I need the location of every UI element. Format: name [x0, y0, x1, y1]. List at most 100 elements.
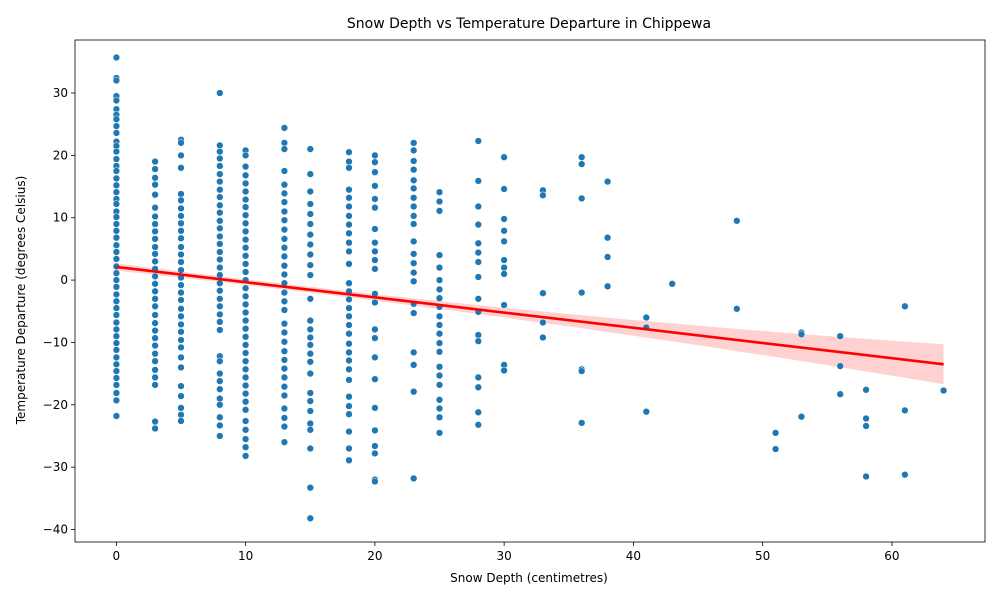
- data-point: [112, 188, 121, 196]
- data-point: [177, 139, 185, 147]
- data-point: [435, 330, 444, 338]
- data-point: [500, 215, 508, 223]
- data-point: [345, 444, 353, 453]
- data-point: [306, 210, 314, 218]
- y-tick-label: −30: [43, 460, 68, 474]
- data-point: [216, 255, 224, 264]
- data-point: [280, 252, 289, 261]
- data-point: [345, 229, 353, 237]
- data-point: [177, 382, 185, 390]
- data-point: [151, 319, 159, 327]
- data-point: [474, 137, 482, 145]
- data-point: [345, 321, 353, 329]
- data-point: [410, 361, 418, 369]
- data-point: [280, 383, 289, 391]
- data-point: [306, 389, 314, 397]
- data-point: [241, 349, 250, 357]
- data-point: [151, 326, 159, 335]
- data-point: [216, 217, 224, 225]
- data-point: [112, 353, 121, 362]
- data-point: [112, 181, 121, 189]
- data-point: [410, 388, 418, 396]
- data-point: [177, 164, 185, 172]
- data-point: [280, 338, 289, 346]
- data-point: [280, 364, 289, 373]
- data-point: [241, 162, 250, 171]
- data-point: [306, 358, 314, 366]
- data-point: [280, 347, 289, 355]
- data-point: [410, 259, 418, 267]
- data-point: [112, 325, 121, 334]
- data-point: [836, 390, 844, 398]
- data-point: [216, 295, 224, 303]
- data-point: [371, 204, 379, 212]
- data-point: [112, 167, 121, 175]
- data-point: [177, 336, 185, 344]
- y-tick-label: −40: [43, 523, 68, 537]
- data-point: [410, 268, 418, 277]
- data-point: [539, 318, 547, 327]
- data-point: [241, 235, 250, 244]
- x-axis-ticks: 0 10 20 30 40 50 60: [113, 542, 900, 563]
- data-point: [345, 393, 353, 401]
- data-point: [306, 316, 314, 325]
- data-point: [345, 456, 353, 464]
- data-point: [112, 200, 121, 208]
- y-tick-label: 30: [53, 86, 68, 100]
- x-tick-label: 40: [626, 549, 641, 563]
- data-point: [474, 408, 482, 416]
- data-point: [241, 179, 250, 188]
- data-point: [112, 122, 121, 130]
- data-point: [241, 365, 250, 373]
- data-point: [151, 191, 159, 199]
- data-point: [435, 294, 444, 302]
- data-point: [216, 279, 224, 287]
- data-point: [241, 219, 250, 227]
- data-point: [112, 96, 121, 105]
- data-point: [306, 187, 314, 196]
- y-tick-label: 20: [53, 148, 68, 162]
- data-point: [474, 239, 482, 247]
- data-point: [345, 247, 353, 256]
- data-point: [280, 391, 289, 400]
- data-point: [345, 279, 353, 287]
- data-point: [862, 472, 870, 481]
- data-point: [112, 269, 121, 277]
- data-point: [112, 381, 121, 389]
- data-point: [280, 145, 289, 153]
- data-point: [345, 402, 353, 410]
- data-point: [435, 321, 444, 329]
- data-point: [371, 477, 379, 486]
- data-point: [371, 426, 379, 435]
- data-point: [177, 190, 185, 198]
- data-point: [112, 360, 121, 368]
- data-point: [216, 240, 224, 248]
- data-point: [603, 177, 612, 186]
- data-point: [177, 320, 185, 329]
- data-point: [474, 220, 482, 229]
- data-point: [216, 385, 224, 393]
- data-point: [112, 346, 121, 354]
- data-point: [280, 167, 289, 175]
- data-point: [241, 292, 250, 300]
- data-point: [216, 271, 224, 279]
- data-point: [603, 234, 612, 242]
- data-point: [345, 330, 353, 338]
- data-point: [435, 429, 444, 437]
- x-axis-label: Snow Depth (centimetres): [450, 571, 608, 585]
- data-point: [306, 230, 314, 239]
- data-point: [112, 227, 121, 235]
- data-point: [345, 365, 353, 373]
- data-point: [112, 389, 121, 397]
- data-point: [474, 373, 482, 382]
- data-point: [371, 247, 379, 256]
- data-point: [177, 234, 185, 242]
- data-point: [371, 334, 379, 342]
- data-point: [939, 386, 948, 395]
- data-point: [345, 410, 353, 418]
- data-point: [112, 213, 121, 221]
- data-point: [306, 325, 314, 334]
- data-point: [151, 302, 159, 310]
- data-point: [500, 153, 508, 161]
- data-point: [216, 302, 224, 310]
